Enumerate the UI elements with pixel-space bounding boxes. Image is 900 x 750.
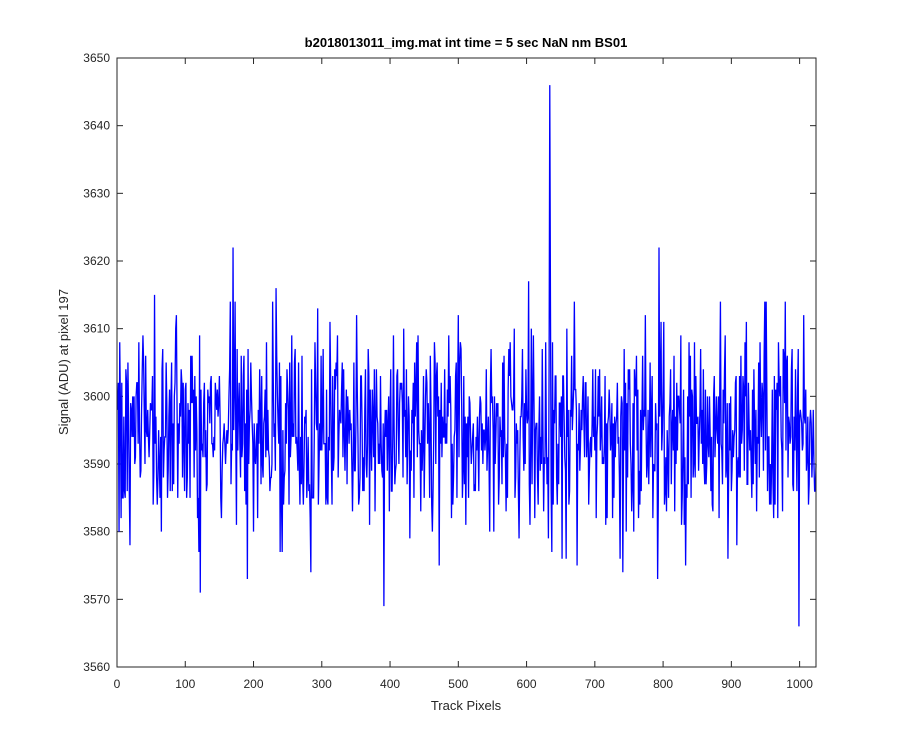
y-tick-label: 3650 (83, 51, 110, 65)
x-tick-label: 0 (114, 677, 121, 691)
y-tick-label: 3590 (83, 457, 110, 471)
y-tick-label: 3630 (83, 186, 110, 200)
x-tick-label: 100 (175, 677, 195, 691)
signal-series-line (117, 85, 817, 627)
x-tick-label: 300 (312, 677, 332, 691)
y-tick-label: 3570 (83, 592, 110, 606)
y-tick-label: 3610 (83, 322, 110, 336)
x-tick-label: 800 (653, 677, 673, 691)
x-axis-label: Track Pixels (431, 698, 502, 713)
y-tick-label: 3600 (83, 389, 110, 403)
y-tick-label: 3620 (83, 254, 110, 268)
x-tick-label: 500 (448, 677, 468, 691)
y-tick-label: 3580 (83, 525, 110, 539)
x-tick-label: 900 (721, 677, 741, 691)
axes-box (116, 57, 817, 668)
y-tick-label: 3560 (83, 660, 110, 674)
x-tick-label: 1000 (786, 677, 813, 691)
chart-title: b2018013011_img.mat int time = 5 sec NaN… (305, 35, 628, 50)
x-tick-label: 700 (585, 677, 605, 691)
y-axis-ticks: 3560 3570 3580 3590 3600 3610 3620 3630 3640 3650 (83, 51, 816, 674)
x-tick-label: 400 (380, 677, 400, 691)
x-axis-ticks: 0 100 200 300 400 500 600 700 800 900 1000 (114, 58, 813, 691)
y-axis-label: Signal (ADU) at pixel 197 (56, 289, 71, 435)
plot-area (117, 58, 816, 667)
x-tick-label: 600 (517, 677, 537, 691)
x-tick-label: 200 (244, 677, 264, 691)
y-tick-label: 3640 (83, 119, 110, 133)
